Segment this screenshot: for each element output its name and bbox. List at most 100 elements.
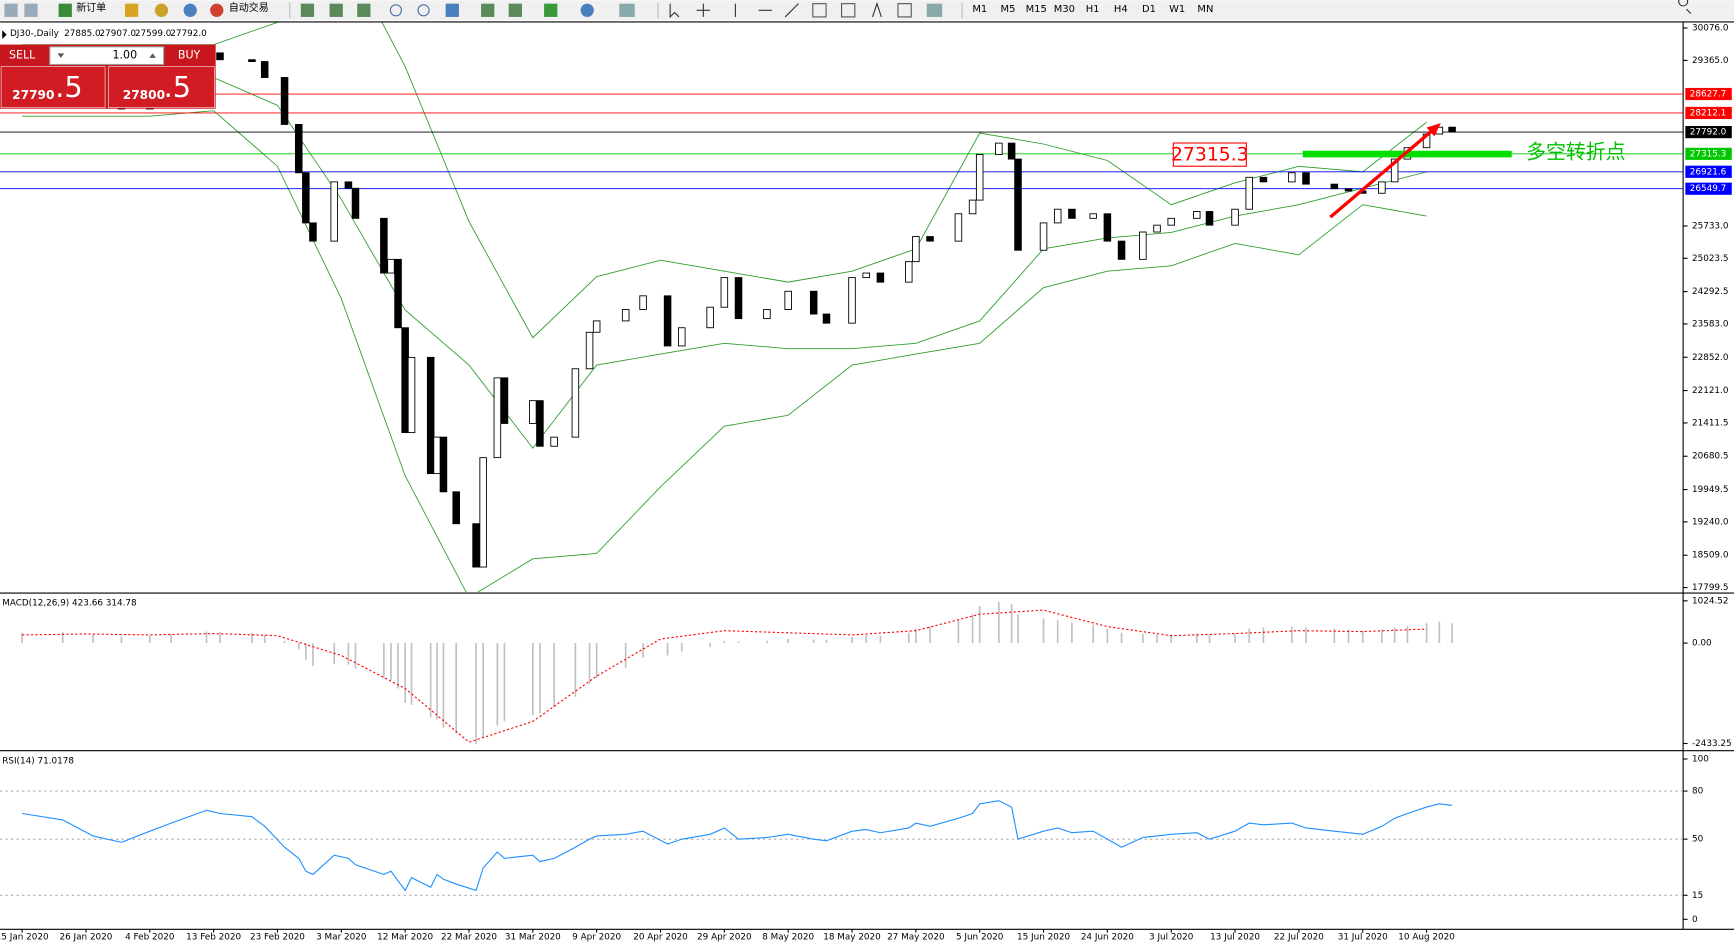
lot-value[interactable]: 1.00 — [113, 49, 138, 62]
auto-trading-icon[interactable] — [210, 3, 224, 17]
price-level-tag — [1685, 147, 1732, 160]
text-tool[interactable] — [872, 1, 882, 18]
timeframe-button[interactable]: MN — [1197, 4, 1213, 15]
buy-price-box[interactable] — [108, 66, 215, 108]
tool-icon[interactable] — [445, 3, 459, 17]
candle-body — [439, 436, 448, 493]
buy-pips[interactable]: .5 — [164, 70, 191, 104]
candle-body — [1192, 211, 1201, 219]
tool-icon[interactable] — [544, 3, 558, 17]
x-tick-label: 24 Jun 2020 — [1081, 933, 1134, 943]
candle-body — [1117, 240, 1126, 260]
rsi-title: RSI(14) 71.0178 — [2, 757, 74, 767]
rsi-line — [22, 800, 1453, 892]
candle-body — [401, 327, 409, 434]
tool-icon[interactable] — [841, 3, 856, 18]
tool-icon[interactable] — [619, 3, 635, 17]
tool-icon[interactable] — [124, 3, 139, 17]
tool-icon[interactable] — [508, 3, 522, 17]
bollinger-lower — [22, 110, 1427, 592]
timeframe-button[interactable]: H4 — [1114, 4, 1128, 15]
x-tick-label: 9 Apr 2020 — [572, 933, 621, 943]
x-tick-label: 31 Jul 2020 — [1338, 933, 1388, 943]
ohlc-value: 27792.0 — [170, 29, 207, 39]
x-tick-label: 31 Mar 2020 — [505, 933, 561, 943]
new-order-icon[interactable] — [58, 3, 72, 17]
tool-icon[interactable] — [154, 3, 169, 17]
y-tick-label: 22852.0 — [1692, 353, 1729, 363]
candle-body — [294, 124, 303, 174]
y-tick-label: 80 — [1692, 787, 1704, 797]
candle-body — [330, 181, 338, 242]
tool-icon[interactable] — [183, 3, 197, 17]
new-order[interactable]: 新订单 — [76, 1, 106, 14]
x-tick-label: 3 Mar 2020 — [316, 933, 367, 943]
timeframe-button[interactable]: M1 — [972, 4, 987, 15]
sell-label[interactable]: SELL — [9, 49, 36, 62]
x-tick-label: 12 Mar 2020 — [377, 933, 433, 943]
price-level-tag — [1685, 87, 1732, 101]
timeframe-button[interactable]: D1 — [1142, 4, 1156, 15]
y-tick-label: 1024.52 — [1692, 596, 1729, 606]
candle-body — [1039, 222, 1048, 251]
candle-body — [592, 320, 601, 333]
label-tool[interactable] — [897, 3, 912, 18]
timeframe-button[interactable]: H1 — [1086, 4, 1100, 15]
tool-icon[interactable] — [24, 3, 38, 17]
x-tick-label: 29 Apr 2020 — [697, 933, 752, 943]
candle-body — [500, 377, 509, 424]
sell-pips[interactable]: .5 — [55, 70, 82, 104]
sell-price[interactable]: 27790 — [12, 88, 54, 102]
crosshair-tool[interactable] — [696, 3, 710, 17]
buy-label[interactable]: BUY — [178, 49, 201, 62]
price-level-label: 27315.3 — [1690, 149, 1727, 159]
tool-icon[interactable] — [300, 3, 315, 17]
candle-body — [995, 142, 1003, 155]
candle-body — [763, 309, 771, 320]
auto-trading[interactable]: 自动交易 — [229, 1, 269, 14]
tool-icon[interactable] — [329, 3, 343, 17]
y-tick-label: 19240.0 — [1692, 517, 1729, 527]
sell-button[interactable] — [2, 46, 47, 65]
x-tick-label: 13 Jul 2020 — [1210, 933, 1260, 943]
buy-price[interactable]: 27800 — [123, 88, 165, 102]
tool-icon[interactable] — [4, 3, 18, 17]
lot-down[interactable] — [57, 53, 65, 58]
candle-body — [248, 59, 256, 62]
timeframe-button[interactable]: M5 — [1001, 4, 1016, 15]
y-tick-label: 0.00 — [1692, 639, 1712, 649]
tool-icon[interactable] — [481, 3, 495, 17]
tool-icon[interactable] — [926, 3, 943, 17]
y-tick-label: 20680.5 — [1692, 452, 1729, 462]
candle-body — [351, 187, 360, 219]
candle-body — [968, 199, 977, 215]
tool-icon[interactable] — [357, 3, 371, 17]
cursor-tool[interactable] — [669, 3, 680, 19]
macd-signal — [22, 609, 1427, 743]
trendline-tool[interactable] — [784, 3, 799, 18]
timeframe-button[interactable]: M30 — [1054, 4, 1075, 15]
y-tick-label: -2433.25 — [1692, 739, 1732, 749]
price-plot — [0, 22, 1684, 592]
timeframe-button[interactable]: M15 — [1026, 4, 1047, 15]
candle-body — [585, 331, 594, 370]
candle-body — [433, 436, 441, 475]
zoom-in[interactable] — [389, 4, 402, 17]
tool-icon[interactable] — [580, 3, 594, 17]
search-icon[interactable] — [1678, 0, 1692, 15]
price-level-label: 26921.6 — [1690, 167, 1727, 177]
x-tick-label: 13 Feb 2020 — [186, 933, 241, 943]
x-tick-label: 8 May 2020 — [762, 933, 814, 943]
timeframe-button[interactable]: W1 — [1169, 4, 1185, 15]
zoom-out[interactable] — [417, 4, 430, 17]
lot-input[interactable] — [49, 46, 165, 66]
chart-title: DJ30-,Daily — [10, 29, 59, 39]
sell-price-box[interactable] — [0, 66, 106, 108]
candle-body — [1302, 172, 1310, 185]
lot-up[interactable] — [149, 53, 156, 58]
tool-icon[interactable] — [812, 3, 827, 18]
candle-body — [1448, 126, 1456, 133]
candle-body — [926, 236, 934, 242]
y-tick-label: 25733.0 — [1692, 221, 1729, 231]
